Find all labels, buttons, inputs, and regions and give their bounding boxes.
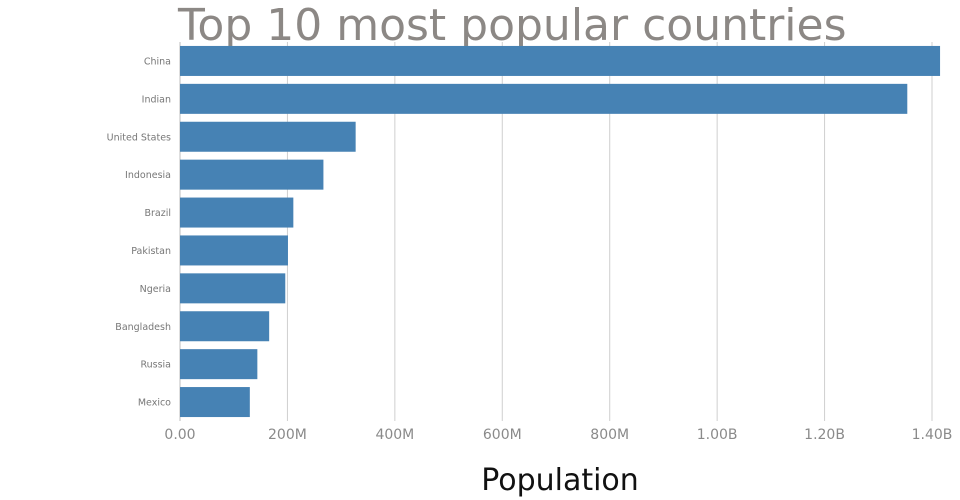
y-tick-label: Bangladesh <box>115 322 171 333</box>
x-tick-label: 1.00B <box>697 427 738 443</box>
bar[interactable] <box>180 121 356 152</box>
bar[interactable] <box>180 45 941 76</box>
x-axis-title: Population <box>481 463 639 498</box>
x-tick-label: 200M <box>268 427 307 443</box>
bar[interactable] <box>180 197 294 228</box>
y-tick-label: Brazil <box>144 208 171 219</box>
y-tick-label: Russia <box>140 360 171 371</box>
x-tick-label: 600M <box>483 427 522 443</box>
y-tick-label: Indian <box>142 94 171 105</box>
bar[interactable] <box>180 387 250 418</box>
y-tick-label: China <box>144 56 171 67</box>
bar[interactable] <box>180 159 324 190</box>
y-tick-label: Ngeria <box>140 284 171 295</box>
x-tick-label: 0.00 <box>164 427 195 443</box>
y-tick-label: Mexico <box>138 398 171 409</box>
chart-title: Top 10 most popular countries <box>177 0 847 51</box>
y-tick-label: Pakistan <box>131 246 171 257</box>
x-axis-labels: 0.00 200M 400M 600M 800M 1.00B 1.20B 1.40B <box>164 427 952 443</box>
y-tick-label: Indonesia <box>125 170 171 181</box>
x-tick-label: 800M <box>590 427 629 443</box>
bar[interactable] <box>180 273 286 304</box>
x-tick-label: 1.20B <box>804 427 845 443</box>
bar-layer <box>180 45 941 418</box>
bar[interactable] <box>180 349 258 380</box>
y-tick-label: United States <box>107 132 171 143</box>
bar[interactable] <box>180 83 908 114</box>
y-axis-labels: China Indian United States Indonesia Brazil P… <box>107 56 172 408</box>
bar[interactable] <box>180 311 270 342</box>
bar[interactable] <box>180 235 288 266</box>
x-tick-label: 400M <box>375 427 414 443</box>
x-tick-label: 1.40B <box>912 427 953 443</box>
